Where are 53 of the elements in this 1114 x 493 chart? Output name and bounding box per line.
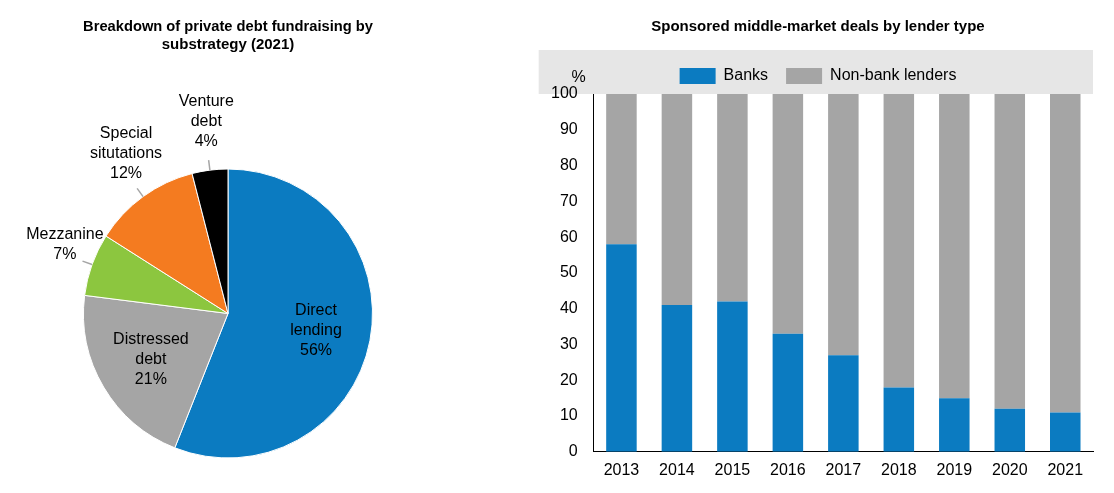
x-tick-label: 2017 xyxy=(825,460,862,478)
x-tick-label: 2014 xyxy=(659,460,695,478)
x-tick-label: 2016 xyxy=(770,460,806,478)
bar xyxy=(661,305,693,452)
bar xyxy=(717,94,748,302)
legend-label: Non-bank lenders xyxy=(830,66,957,84)
bar xyxy=(1050,94,1081,413)
chart-title: Breakdown of private debt fundraising by substrategy (2021) xyxy=(83,18,374,53)
data-label: 56% xyxy=(299,340,333,358)
bar xyxy=(994,408,1026,452)
data-label: 21% xyxy=(134,369,167,387)
x-tick-label: 2015 xyxy=(714,460,751,478)
x-tick-label: 2013 xyxy=(603,460,640,478)
x-tick-label: 2019 xyxy=(936,460,973,478)
bar xyxy=(1050,412,1081,452)
bar xyxy=(606,244,637,452)
slice-label: Mezzanine xyxy=(26,225,104,243)
slice-label: Special situtations xyxy=(90,123,163,161)
slice-label: Direct lending xyxy=(290,300,342,338)
x-tick-label: 2018 xyxy=(881,460,917,478)
y-tick-label: 70 xyxy=(559,191,578,209)
y-tick-label: 80 xyxy=(559,155,578,173)
y-tick-label: 30 xyxy=(559,334,578,352)
slice-label: Venture debt xyxy=(178,91,234,129)
bar xyxy=(994,94,1026,409)
bar xyxy=(939,398,970,452)
y-axis-title: % xyxy=(571,68,586,86)
y-tick-label: 40 xyxy=(559,299,578,317)
data-label: 12% xyxy=(110,163,143,181)
bar xyxy=(772,333,804,452)
bar xyxy=(883,94,915,388)
bar xyxy=(606,94,637,245)
y-tick-label: 0 xyxy=(568,442,578,460)
bar xyxy=(717,301,748,452)
x-tick-label: 2020 xyxy=(991,460,1028,478)
data-label: 7% xyxy=(53,245,77,263)
slice-label: Distressed debt xyxy=(113,329,189,367)
bar xyxy=(661,94,693,306)
chart-title: Sponsored middle-market deals by lender type xyxy=(651,17,985,35)
y-tick-label: 20 xyxy=(559,370,578,388)
y-tick-label: 60 xyxy=(559,227,578,245)
y-tick-label: 10 xyxy=(559,406,578,424)
data-label: 4% xyxy=(194,131,218,149)
y-tick-label: 90 xyxy=(559,120,578,138)
legend-label: Banks xyxy=(723,66,769,84)
bar xyxy=(828,94,859,356)
bar xyxy=(883,387,915,452)
bar xyxy=(772,94,804,334)
x-tick-label: 2021 xyxy=(1047,460,1084,478)
bar xyxy=(828,355,859,452)
y-tick-label: 100 xyxy=(550,84,578,102)
y-tick-label: 50 xyxy=(559,263,578,281)
bar xyxy=(939,94,970,399)
